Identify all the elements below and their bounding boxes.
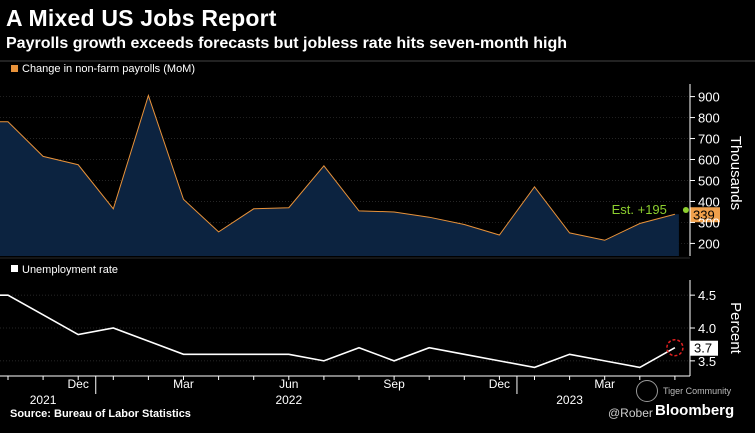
payrolls-y-axis-title: Thousands	[727, 136, 744, 210]
unemployment-y-tick-label: 4.5	[698, 288, 716, 303]
chart-title: A Mixed US Jobs Report	[6, 5, 277, 31]
unemployment-last-value-box	[690, 340, 718, 356]
unemployment-gridlines	[0, 294, 690, 362]
tiger-community-watermark: Tiger Community	[663, 386, 732, 396]
author-watermark: @Rober	[608, 406, 653, 420]
x-month-label: Dec	[489, 377, 510, 391]
estimate-label: Est. +195	[612, 202, 667, 217]
unemployment-line	[0, 294, 676, 369]
tiger-community-logo-icon	[636, 380, 658, 402]
estimate-marker	[682, 206, 689, 213]
payrolls-y-tick-label: 600	[698, 153, 720, 168]
source-note: Source: Bureau of Labor Statistics	[10, 408, 191, 420]
unemployment-y-ticks: 3.5 4.0 4.5	[690, 288, 716, 369]
chart-subtitle: Payrolls growth exceeds forecasts but jo…	[6, 35, 568, 52]
payrolls-y-ticks: 200 300 400 500 600 700 800 900	[690, 90, 720, 251]
x-axis: Dec Mar Jun Sep Dec Mar 2021 2022 2023	[0, 375, 690, 407]
unemployment-legend-label: Unemployment rate	[22, 264, 118, 276]
payrolls-y-tick-label: 300	[698, 215, 720, 230]
bloomberg-logo: Bloomberg	[655, 402, 735, 419]
x-year-label: 2023	[556, 393, 583, 407]
x-month-label: Mar	[173, 377, 194, 391]
payrolls-y-tick-label: 500	[698, 173, 720, 188]
payrolls-y-tick-label: 200	[698, 236, 720, 251]
unemployment-last-value: 3.7	[694, 341, 712, 356]
unemployment-panel: Unemployment rate 3.7 3.5 4.0 4.5 Percent	[0, 264, 744, 376]
unemployment-legend-swatch	[11, 265, 18, 272]
unemployment-highlight-circle	[666, 338, 684, 357]
x-month-label: Mar	[594, 377, 615, 391]
payrolls-y-tick-label: 900	[698, 90, 720, 105]
payrolls-y-tick-label: 400	[698, 194, 720, 209]
payrolls-panel: Change in non-farm payrolls (MoM) Est. +…	[0, 63, 744, 256]
payrolls-last-value-box	[690, 207, 720, 223]
x-year-label: 2022	[275, 393, 302, 407]
unemployment-y-tick-label: 4.0	[698, 321, 716, 336]
x-month-label: Sep	[383, 377, 405, 391]
x-year-label: 2021	[30, 393, 57, 407]
x-month-label: Dec	[68, 377, 89, 391]
unemployment-y-axis-title: Percent	[727, 302, 744, 355]
unemployment-y-tick-label: 3.5	[698, 354, 716, 369]
payrolls-last-value: 339	[693, 207, 715, 222]
x-month-label: Jun	[279, 377, 298, 391]
payrolls-legend-label: Change in non-farm payrolls (MoM)	[22, 63, 195, 75]
payrolls-line	[0, 93, 676, 241]
payrolls-y-tick-label: 800	[698, 111, 720, 126]
payrolls-area	[0, 95, 679, 256]
payrolls-y-tick-label: 700	[698, 132, 720, 147]
payrolls-legend-swatch	[11, 65, 18, 72]
